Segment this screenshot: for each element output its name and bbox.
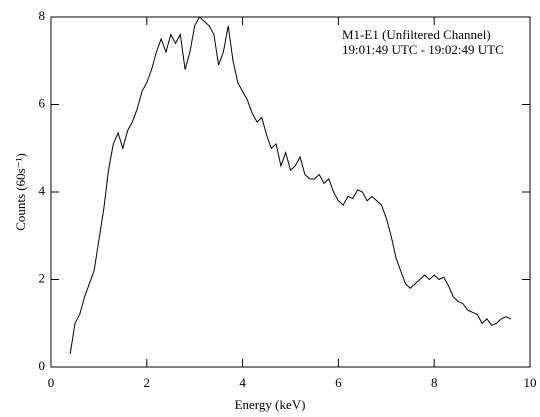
x-axis-label: Energy (keV) [235, 397, 306, 412]
annotation: M1-E1 (Unfiltered Channel) [342, 27, 491, 42]
x-tick-label: 2 [144, 375, 151, 390]
y-tick-label: 0 [39, 358, 46, 373]
x-tick-label: 6 [335, 375, 342, 390]
y-axis-label: Counts (60s⁻¹) [13, 153, 28, 231]
x-tick-label: 0 [48, 375, 55, 390]
x-tick-label: 8 [431, 375, 438, 390]
x-tick-label: 10 [524, 375, 537, 390]
x-tick-label: 4 [239, 375, 246, 390]
y-tick-label: 8 [39, 8, 46, 23]
y-tick-label: 6 [39, 95, 46, 110]
plot-frame [50, 16, 531, 368]
y-tick-label: 4 [39, 183, 46, 198]
annotation: 19:01:49 UTC - 19:02:49 UTC [342, 42, 504, 57]
data-line [69, 16, 512, 354]
y-tick-label: 2 [39, 270, 46, 285]
